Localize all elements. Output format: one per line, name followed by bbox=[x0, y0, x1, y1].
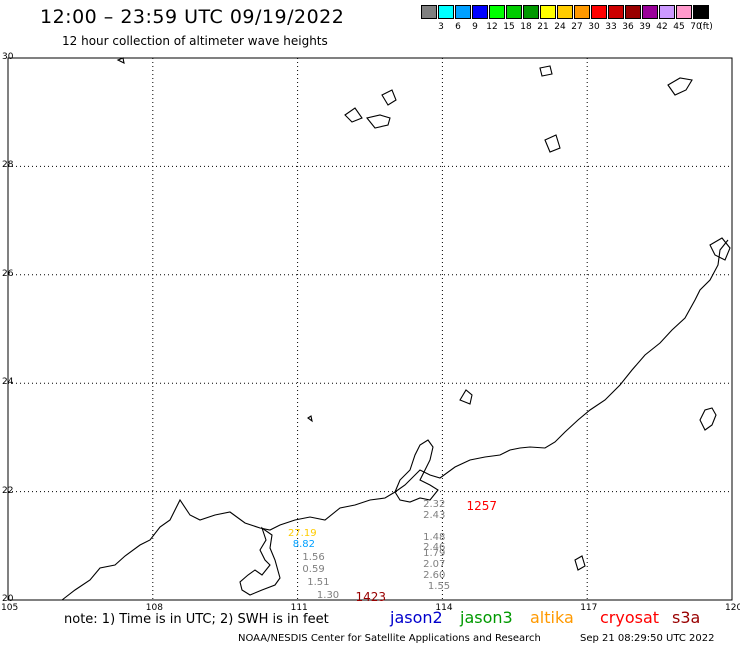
legend-swatch-label: 70 bbox=[690, 22, 702, 32]
legend-swatch bbox=[642, 5, 658, 19]
wave-height-value: 1.48 bbox=[423, 531, 446, 543]
island-i bbox=[574, 555, 586, 571]
footer-note: note: 1) Time is in UTC; 2) SWH is in fe… bbox=[64, 612, 329, 627]
wave-height-value: 1423 bbox=[355, 589, 387, 604]
legend-swatch bbox=[455, 5, 471, 19]
leizhou-peninsula bbox=[239, 526, 281, 596]
legend-swatch bbox=[540, 5, 556, 19]
wave-height-value: 2.60 bbox=[423, 570, 446, 582]
legend-swatch bbox=[421, 5, 437, 19]
legend-swatch bbox=[591, 5, 607, 19]
wave-height-value: 2.43 bbox=[423, 510, 446, 522]
credit-line: NOAA/NESDIS Center for Satellite Applica… bbox=[238, 633, 541, 644]
legend-swatch bbox=[438, 5, 454, 19]
latitude-label: 24 bbox=[2, 377, 14, 388]
longitude-label: 105 bbox=[1, 603, 19, 613]
satellite-name: jason3 bbox=[460, 608, 513, 627]
island-e bbox=[667, 77, 693, 96]
satellite-name: altika bbox=[530, 608, 574, 627]
island-c bbox=[381, 89, 397, 106]
legend-swatch bbox=[506, 5, 522, 19]
wave-height-value: 8.82 bbox=[292, 538, 316, 550]
island-d bbox=[544, 134, 561, 153]
island-g bbox=[116, 57, 125, 64]
island-b bbox=[366, 114, 391, 129]
legend-swatch-label: 12 bbox=[486, 22, 498, 32]
latitude-label: 22 bbox=[2, 485, 14, 496]
longitude-label: 120 bbox=[725, 603, 740, 613]
longitude-label: 117 bbox=[580, 603, 598, 613]
legend-swatch-label: 3 bbox=[438, 22, 444, 32]
legend-swatch bbox=[574, 5, 590, 19]
wave-height-value: 2.46 bbox=[423, 541, 446, 553]
legend-swatch bbox=[523, 5, 539, 19]
legend-swatch-label: 36 bbox=[622, 22, 634, 32]
legend-swatch-label: 15 bbox=[503, 22, 515, 32]
coastline bbox=[61, 57, 731, 601]
satellite-name: jason2 bbox=[390, 608, 443, 627]
legend-swatch-label: 9 bbox=[472, 22, 478, 32]
satellite-name: cryosat bbox=[600, 608, 660, 627]
legend-swatch bbox=[625, 5, 641, 19]
satellite-name: s3a bbox=[672, 608, 701, 627]
longitude-label: 108 bbox=[145, 603, 163, 613]
wave-height-value: 1.56 bbox=[302, 552, 325, 564]
map-subtitle: 12 hour collection of altimeter wave hei… bbox=[62, 34, 328, 48]
graticule bbox=[7, 57, 733, 601]
generation-timestamp: Sep 21 08:29:50 UTC 2022 bbox=[580, 633, 715, 644]
wave-height-value: 1257 bbox=[466, 499, 498, 514]
wave-height-value: 1.51 bbox=[307, 576, 330, 588]
map-title: 12:00 – 23:59 UTC 09/19/2022 bbox=[40, 6, 345, 28]
legend-unit: (ft) bbox=[699, 22, 713, 32]
legend-swatch bbox=[472, 5, 488, 19]
pearl-river-delta bbox=[394, 439, 439, 503]
legend-swatch-label: 18 bbox=[520, 22, 532, 32]
legend-swatch-label: 33 bbox=[605, 22, 617, 32]
mainland-coastline bbox=[61, 239, 729, 601]
legend-swatch-label: 24 bbox=[554, 22, 566, 32]
legend-swatch-label: 39 bbox=[639, 22, 651, 32]
legend-swatch-label: 42 bbox=[656, 22, 668, 32]
wave-height-value: 1.55 bbox=[427, 581, 451, 593]
wave-height-value: 2.32 bbox=[423, 499, 446, 511]
latitude-label: 30 bbox=[2, 52, 14, 62]
latitude-label: 20 bbox=[2, 594, 14, 604]
latitude-label: 26 bbox=[2, 268, 14, 279]
island-a bbox=[344, 107, 363, 123]
legend-swatch-label: 45 bbox=[673, 22, 685, 32]
legend-swatch bbox=[489, 5, 505, 19]
wave-height-value: 0.59 bbox=[302, 564, 325, 576]
island-penghu bbox=[459, 389, 473, 405]
wave-height-value: 1.30 bbox=[316, 589, 340, 601]
taiwan-island-north bbox=[699, 407, 717, 431]
legend-swatch-label: 30 bbox=[588, 22, 600, 32]
legend-swatch bbox=[676, 5, 692, 19]
legend-swatch-label: 6 bbox=[455, 22, 461, 32]
island-j bbox=[307, 415, 313, 423]
legend-swatch bbox=[608, 5, 624, 19]
wave-height-value: 1.79 bbox=[423, 548, 446, 559]
legend-swatch-label: 21 bbox=[537, 22, 549, 32]
latitude-label: 28 bbox=[2, 160, 14, 171]
legend-swatch bbox=[693, 5, 709, 19]
island-f bbox=[539, 65, 553, 77]
legend-swatch bbox=[557, 5, 573, 19]
map-frame bbox=[7, 57, 733, 601]
legend-swatch bbox=[659, 5, 675, 19]
longitude-label: 111 bbox=[290, 603, 308, 613]
longitude-label: 114 bbox=[435, 603, 453, 613]
wave-height-value: 27.19 bbox=[287, 527, 317, 539]
island-h bbox=[709, 237, 731, 261]
legend-swatch-label: 27 bbox=[571, 22, 583, 32]
wave-height-value: 2.07 bbox=[423, 559, 446, 571]
